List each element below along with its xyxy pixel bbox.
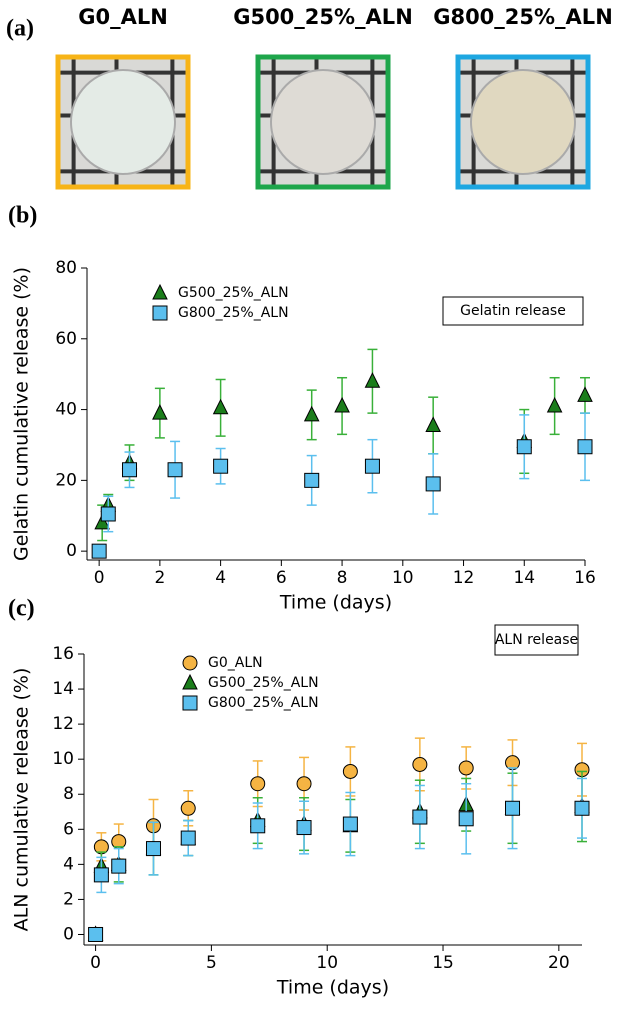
point xyxy=(250,776,266,792)
point xyxy=(111,858,127,874)
point xyxy=(122,462,138,478)
point xyxy=(303,405,320,422)
point xyxy=(342,816,358,832)
panel-label: (a) xyxy=(6,16,34,42)
y-tick-label: 14 xyxy=(52,679,74,699)
x-axis-title: Time (days) xyxy=(279,592,392,614)
legend-label: G500_25%_ALN xyxy=(178,285,289,301)
legend-label: G800_25%_ALN xyxy=(208,695,319,711)
point xyxy=(425,476,441,492)
x-axis-title: Time (days) xyxy=(276,977,389,999)
point xyxy=(180,800,196,816)
sample-label: G500_25%_ALN xyxy=(233,5,413,29)
legend-marker xyxy=(152,283,168,300)
point xyxy=(145,841,161,857)
point xyxy=(458,811,474,827)
point xyxy=(577,386,593,402)
photo-frame xyxy=(55,54,191,190)
x-tick-label: 6 xyxy=(276,568,287,588)
x-tick-label: 15 xyxy=(432,953,454,973)
y-tick-label: 4 xyxy=(63,854,74,874)
legend-marker xyxy=(182,673,198,690)
sample-disc xyxy=(270,69,376,175)
panel-label: (c) xyxy=(8,596,35,622)
point xyxy=(88,926,104,942)
annotation: ALN release xyxy=(495,632,578,648)
point xyxy=(167,462,183,478)
y-tick-label: 0 xyxy=(66,541,77,561)
point xyxy=(577,439,593,455)
point xyxy=(296,820,312,836)
point xyxy=(212,398,229,415)
point xyxy=(364,372,381,388)
x-tick-label: 12 xyxy=(453,568,475,588)
point xyxy=(296,776,312,792)
y-tick-label: 80 xyxy=(55,258,77,278)
legend-marker xyxy=(182,655,198,671)
legend-label: G500_25%_ALN xyxy=(208,675,319,691)
x-tick-label: 10 xyxy=(316,953,338,973)
photo-frame xyxy=(255,54,391,190)
y-axis-title: ALN cumulative release (%) xyxy=(11,668,33,932)
y-tick-label: 10 xyxy=(52,749,74,769)
x-tick-label: 16 xyxy=(574,568,596,588)
x-tick-label: 2 xyxy=(154,568,165,588)
sample-disc xyxy=(70,69,176,175)
x-tick-label: 0 xyxy=(94,568,105,588)
point xyxy=(213,458,229,474)
sample-disc xyxy=(470,69,576,175)
point xyxy=(152,403,168,420)
point xyxy=(93,867,109,883)
annotation-box xyxy=(494,624,579,656)
y-tick-label: 8 xyxy=(63,784,74,804)
y-axis-title: Gelatin cumulative release (%) xyxy=(11,267,33,561)
point xyxy=(546,396,563,413)
y-tick-label: 12 xyxy=(52,714,74,734)
point xyxy=(458,760,474,776)
point xyxy=(505,800,521,816)
point xyxy=(574,800,590,816)
x-tick-label: 14 xyxy=(513,568,535,588)
point xyxy=(100,506,116,522)
point xyxy=(334,396,350,413)
x-tick-label: 10 xyxy=(392,568,414,588)
point xyxy=(91,543,107,559)
y-tick-label: 16 xyxy=(52,644,74,664)
y-tick-label: 2 xyxy=(63,889,74,909)
point xyxy=(364,458,380,474)
point xyxy=(516,439,532,455)
legend-label: G800_25%_ALN xyxy=(178,305,289,321)
x-tick-label: 0 xyxy=(90,953,101,973)
y-tick-label: 40 xyxy=(55,400,77,420)
x-tick-label: 4 xyxy=(215,568,226,588)
y-tick-label: 0 xyxy=(63,924,74,944)
annotation-box xyxy=(442,296,584,326)
legend-marker xyxy=(182,695,198,711)
sample-label: G800_25%_ALN xyxy=(433,5,613,29)
photo-frame xyxy=(455,54,591,190)
legend-label: G0_ALN xyxy=(208,655,263,671)
annotation: Gelatin release xyxy=(460,303,566,319)
point xyxy=(250,818,266,834)
legend-marker xyxy=(152,305,168,321)
point xyxy=(412,809,428,825)
x-tick-label: 20 xyxy=(548,953,570,973)
point xyxy=(304,472,320,488)
point xyxy=(180,830,196,846)
y-tick-label: 20 xyxy=(55,470,77,490)
x-tick-label: 5 xyxy=(206,953,217,973)
x-tick-label: 8 xyxy=(337,568,348,588)
point xyxy=(412,756,428,772)
point xyxy=(94,513,110,530)
y-tick-label: 6 xyxy=(63,819,74,839)
y-tick-label: 60 xyxy=(55,329,77,349)
panel-label: (b) xyxy=(8,203,37,229)
point xyxy=(425,416,441,433)
sample-label: G0_ALN xyxy=(78,5,168,29)
point xyxy=(342,763,358,779)
